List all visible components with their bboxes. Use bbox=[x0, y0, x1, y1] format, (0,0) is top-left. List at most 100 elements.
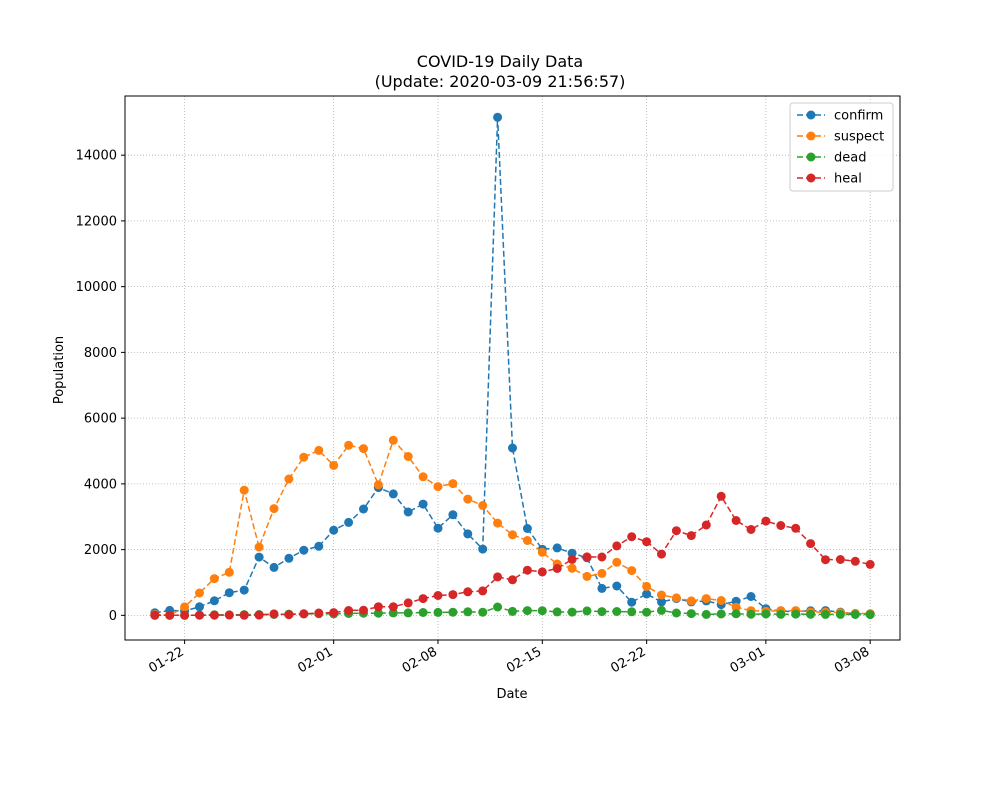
data-point-heal bbox=[224, 610, 234, 620]
data-point-suspect bbox=[537, 547, 547, 557]
chart-subtitle: (Update: 2020-03-09 21:56:57) bbox=[374, 72, 626, 91]
data-point-heal bbox=[567, 554, 577, 564]
data-point-heal bbox=[761, 516, 771, 526]
data-point-dead bbox=[657, 605, 666, 615]
data-point-suspect bbox=[373, 480, 383, 490]
data-point-heal bbox=[850, 556, 860, 566]
data-point-heal bbox=[239, 610, 249, 620]
plot-frame bbox=[124, 95, 901, 641]
data-point-suspect bbox=[239, 485, 249, 495]
data-point-suspect bbox=[686, 596, 696, 606]
data-point-suspect bbox=[597, 568, 607, 578]
data-point-confirm bbox=[209, 596, 219, 606]
data-point-dead bbox=[731, 609, 741, 619]
data-point-heal bbox=[344, 606, 354, 615]
data-point-suspect bbox=[269, 504, 279, 514]
data-point-dead bbox=[522, 606, 532, 616]
y-tick-label: 14000 bbox=[76, 149, 117, 164]
x-tick-label: 03-08 bbox=[832, 644, 872, 676]
x-tick-label: 03-01 bbox=[728, 644, 768, 676]
data-point-heal bbox=[254, 610, 264, 620]
x-tick-label: 02-22 bbox=[608, 644, 648, 676]
y-tick-label: 12000 bbox=[76, 214, 117, 229]
data-point-heal bbox=[284, 610, 294, 620]
grid-layer bbox=[125, 96, 900, 640]
chart-title: COVID-19 Daily Data bbox=[416, 52, 584, 71]
data-point-heal bbox=[433, 591, 443, 600]
data-point-confirm bbox=[448, 510, 458, 520]
data-point-suspect bbox=[567, 563, 577, 573]
data-point-dead bbox=[791, 609, 801, 619]
data-point-heal bbox=[150, 610, 160, 620]
data-point-dead bbox=[403, 608, 413, 618]
data-point-suspect bbox=[418, 472, 428, 482]
data-point-confirm bbox=[627, 597, 637, 607]
data-point-heal bbox=[731, 516, 741, 525]
data-point-dead bbox=[582, 606, 592, 616]
data-point-suspect bbox=[731, 602, 741, 612]
data-point-dead bbox=[552, 607, 562, 617]
data-point-suspect bbox=[433, 482, 443, 492]
data-point-suspect bbox=[195, 588, 204, 598]
data-point-confirm bbox=[299, 545, 309, 555]
data-point-heal bbox=[597, 552, 607, 562]
data-point-dead bbox=[373, 608, 383, 618]
data-point-suspect bbox=[493, 518, 503, 528]
data-point-suspect bbox=[716, 596, 726, 605]
data-point-dead bbox=[597, 607, 607, 617]
data-point-heal bbox=[746, 525, 756, 534]
data-point-dead bbox=[865, 610, 875, 620]
data-point-confirm bbox=[642, 589, 652, 599]
legend-label-dead: dead bbox=[834, 151, 866, 166]
data-point-dead bbox=[433, 607, 443, 617]
data-point-dead bbox=[806, 609, 816, 619]
legend-marker-suspect bbox=[806, 131, 816, 141]
data-point-suspect bbox=[582, 571, 592, 581]
data-point-confirm bbox=[254, 552, 264, 562]
data-point-heal bbox=[329, 608, 339, 618]
data-point-suspect bbox=[671, 593, 681, 603]
x-axis-label: Date bbox=[496, 687, 527, 702]
data-point-suspect bbox=[657, 590, 666, 600]
data-point-suspect bbox=[642, 581, 652, 591]
data-point-heal bbox=[642, 537, 652, 547]
data-point-heal bbox=[209, 610, 219, 620]
data-point-dead bbox=[448, 607, 458, 617]
data-point-heal bbox=[180, 610, 190, 620]
data-point-dead bbox=[835, 609, 845, 619]
data-point-dead bbox=[642, 607, 652, 617]
data-point-heal bbox=[791, 523, 801, 533]
data-point-dead bbox=[567, 607, 577, 617]
data-point-heal bbox=[582, 552, 592, 562]
data-point-suspect bbox=[359, 444, 368, 454]
data-point-heal bbox=[299, 609, 309, 619]
data-point-confirm bbox=[508, 443, 517, 453]
x-tick-label: 02-15 bbox=[504, 644, 544, 676]
legend-label-confirm: confirm bbox=[834, 109, 883, 124]
data-point-suspect bbox=[180, 602, 190, 612]
data-point-heal bbox=[835, 555, 845, 564]
data-point-heal bbox=[657, 549, 666, 559]
data-point-confirm bbox=[478, 544, 488, 554]
data-point-dead bbox=[612, 607, 622, 616]
data-point-confirm bbox=[239, 585, 249, 595]
data-point-suspect bbox=[403, 452, 413, 461]
x-tick-label: 02-01 bbox=[295, 644, 335, 676]
data-point-suspect bbox=[314, 445, 324, 455]
series-suspect bbox=[150, 435, 875, 620]
data-point-suspect bbox=[254, 542, 264, 552]
x-tick-label: 01-22 bbox=[146, 644, 186, 676]
x-tick-label: 02-08 bbox=[400, 644, 440, 676]
legend-marker-heal bbox=[806, 173, 816, 183]
data-point-confirm bbox=[522, 524, 532, 533]
data-point-suspect bbox=[329, 460, 339, 470]
data-point-heal bbox=[686, 531, 696, 541]
data-point-heal bbox=[165, 610, 175, 620]
y-tick-label: 6000 bbox=[84, 412, 117, 427]
data-point-heal bbox=[701, 520, 711, 530]
data-point-heal bbox=[716, 491, 726, 501]
data-point-heal bbox=[508, 575, 517, 585]
data-point-confirm bbox=[567, 548, 577, 558]
data-point-dead bbox=[761, 609, 771, 619]
